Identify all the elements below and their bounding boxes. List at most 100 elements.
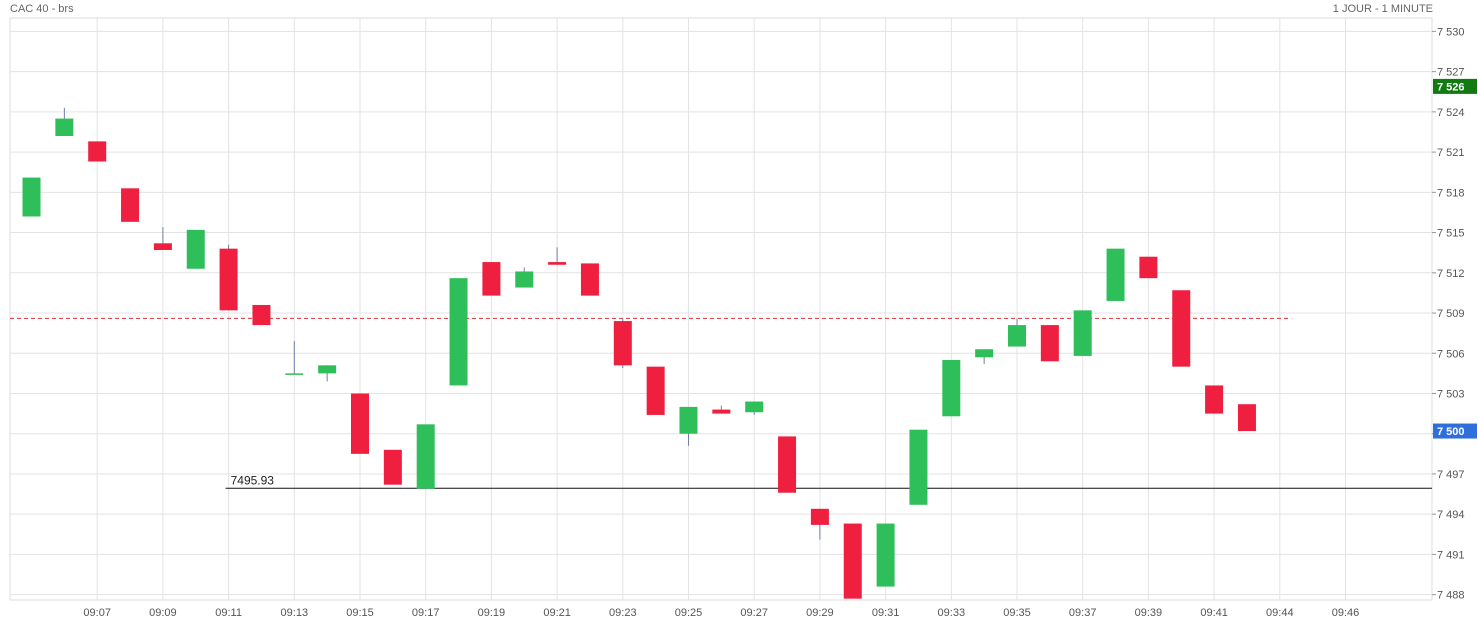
last-price-tag-bg bbox=[1433, 423, 1477, 439]
candle-body bbox=[416, 424, 435, 489]
candle-up bbox=[1106, 248, 1125, 301]
last-price-tag: 7 500 bbox=[1433, 423, 1477, 439]
candle-body bbox=[1106, 248, 1125, 301]
candle-body bbox=[88, 141, 107, 162]
y-tick-label: 7 497 bbox=[1437, 469, 1465, 481]
candle-body bbox=[1205, 385, 1224, 414]
x-tick-label: 09:35 bbox=[1003, 607, 1031, 619]
x-tick-label: 09:46 bbox=[1332, 607, 1360, 619]
candle-up bbox=[55, 107, 74, 137]
candle-down bbox=[1040, 325, 1059, 362]
candle-up bbox=[876, 523, 895, 587]
x-tick-label: 09:29 bbox=[806, 607, 834, 619]
candle-body bbox=[219, 248, 238, 311]
candle-down bbox=[580, 263, 599, 296]
candle-up bbox=[1073, 310, 1092, 356]
candle-down bbox=[153, 227, 172, 250]
y-tick-label: 7 530 bbox=[1437, 26, 1465, 38]
candle-down bbox=[712, 405, 731, 414]
y-tick-label: 7 515 bbox=[1437, 228, 1465, 240]
candle-body bbox=[285, 373, 304, 375]
y-tick-label: 7 512 bbox=[1437, 268, 1465, 280]
candle-body bbox=[679, 406, 698, 434]
x-tick-label: 09:44 bbox=[1266, 607, 1294, 619]
candle-body bbox=[55, 118, 74, 137]
candle-body bbox=[778, 436, 797, 493]
candle-down bbox=[810, 508, 829, 540]
y-tick-label: 7 518 bbox=[1437, 187, 1465, 199]
candle-body bbox=[1139, 256, 1158, 279]
x-tick-label: 09:21 bbox=[543, 607, 571, 619]
candle-up bbox=[449, 278, 468, 386]
price-tags: 7 526 7 500 bbox=[1433, 78, 1477, 439]
candle-body bbox=[613, 321, 632, 366]
plot-frame bbox=[9, 17, 1433, 601]
candle-up bbox=[745, 401, 764, 415]
candle-down bbox=[121, 188, 140, 222]
candle-down bbox=[843, 523, 862, 599]
x-tick-label: 09:33 bbox=[938, 607, 966, 619]
candle-body bbox=[252, 304, 271, 326]
x-axis: 09:07 09:09 09:11 09:13 09:15 09:17 09:19 09:21… bbox=[83, 607, 1359, 619]
x-tick-label: 09:37 bbox=[1069, 607, 1097, 619]
candle-up bbox=[186, 229, 205, 269]
candle-down bbox=[219, 244, 238, 311]
candle-body bbox=[351, 393, 369, 454]
candle-body bbox=[745, 401, 764, 413]
x-tick-label: 09:39 bbox=[1135, 607, 1163, 619]
candle-up bbox=[679, 406, 698, 446]
candle-body bbox=[975, 349, 994, 358]
x-tick-label: 09:09 bbox=[149, 607, 177, 619]
candle-body bbox=[383, 449, 402, 485]
last-price-tag-label: 7 500 bbox=[1437, 426, 1465, 438]
y-tick-label: 7 524 bbox=[1437, 107, 1465, 119]
candle-body bbox=[942, 359, 961, 417]
candle-up bbox=[909, 429, 928, 505]
candle-up bbox=[318, 365, 337, 382]
y-tick-label: 7 491 bbox=[1437, 549, 1465, 561]
candle-down bbox=[351, 393, 369, 454]
candle-body bbox=[153, 243, 172, 250]
y-tick-label: 7 527 bbox=[1437, 67, 1465, 79]
x-tick-label: 09:07 bbox=[83, 607, 111, 619]
candle-body bbox=[449, 278, 468, 386]
x-tick-label: 09:13 bbox=[281, 607, 309, 619]
candle-up bbox=[416, 424, 435, 489]
candle-body bbox=[548, 262, 567, 265]
y-tick-label: 7 506 bbox=[1437, 348, 1465, 360]
candle-down bbox=[252, 304, 271, 326]
candle-body bbox=[318, 365, 337, 374]
x-tick-label: 09:27 bbox=[740, 607, 768, 619]
candle-down bbox=[1172, 290, 1191, 367]
chart-title: CAC 40 - brs bbox=[10, 3, 74, 15]
high-price-tag: 7 526 bbox=[1433, 78, 1477, 94]
candle-down bbox=[646, 366, 665, 415]
candle-body bbox=[909, 429, 928, 505]
x-tick-label: 09:17 bbox=[412, 607, 440, 619]
candle-up bbox=[515, 267, 534, 288]
x-tick-label: 09:23 bbox=[609, 607, 637, 619]
candle-down bbox=[613, 318, 632, 369]
high-price-tag-bg bbox=[1433, 78, 1477, 94]
candle-up bbox=[285, 341, 304, 375]
candle-body bbox=[22, 177, 41, 217]
candle-body bbox=[876, 523, 895, 587]
candle-body bbox=[186, 229, 205, 269]
candle-body bbox=[482, 262, 501, 296]
timeframe-label[interactable]: 1 JOUR - 1 MINUTE bbox=[1332, 3, 1433, 15]
y-tick-label: 7 503 bbox=[1437, 388, 1465, 400]
candle-up bbox=[975, 349, 994, 364]
x-tick-label: 09:19 bbox=[478, 607, 506, 619]
candle-down bbox=[88, 141, 107, 162]
candle-down bbox=[778, 436, 797, 493]
candle-down bbox=[1139, 256, 1158, 279]
candle-body bbox=[121, 188, 140, 222]
x-tick-label: 09:11 bbox=[215, 607, 242, 619]
grid-lines bbox=[9, 17, 1433, 601]
candle-down bbox=[482, 262, 501, 296]
x-tick-label: 09:15 bbox=[346, 607, 374, 619]
candle-body bbox=[580, 263, 599, 296]
candle-body bbox=[843, 523, 862, 599]
candle-down bbox=[1205, 385, 1224, 414]
